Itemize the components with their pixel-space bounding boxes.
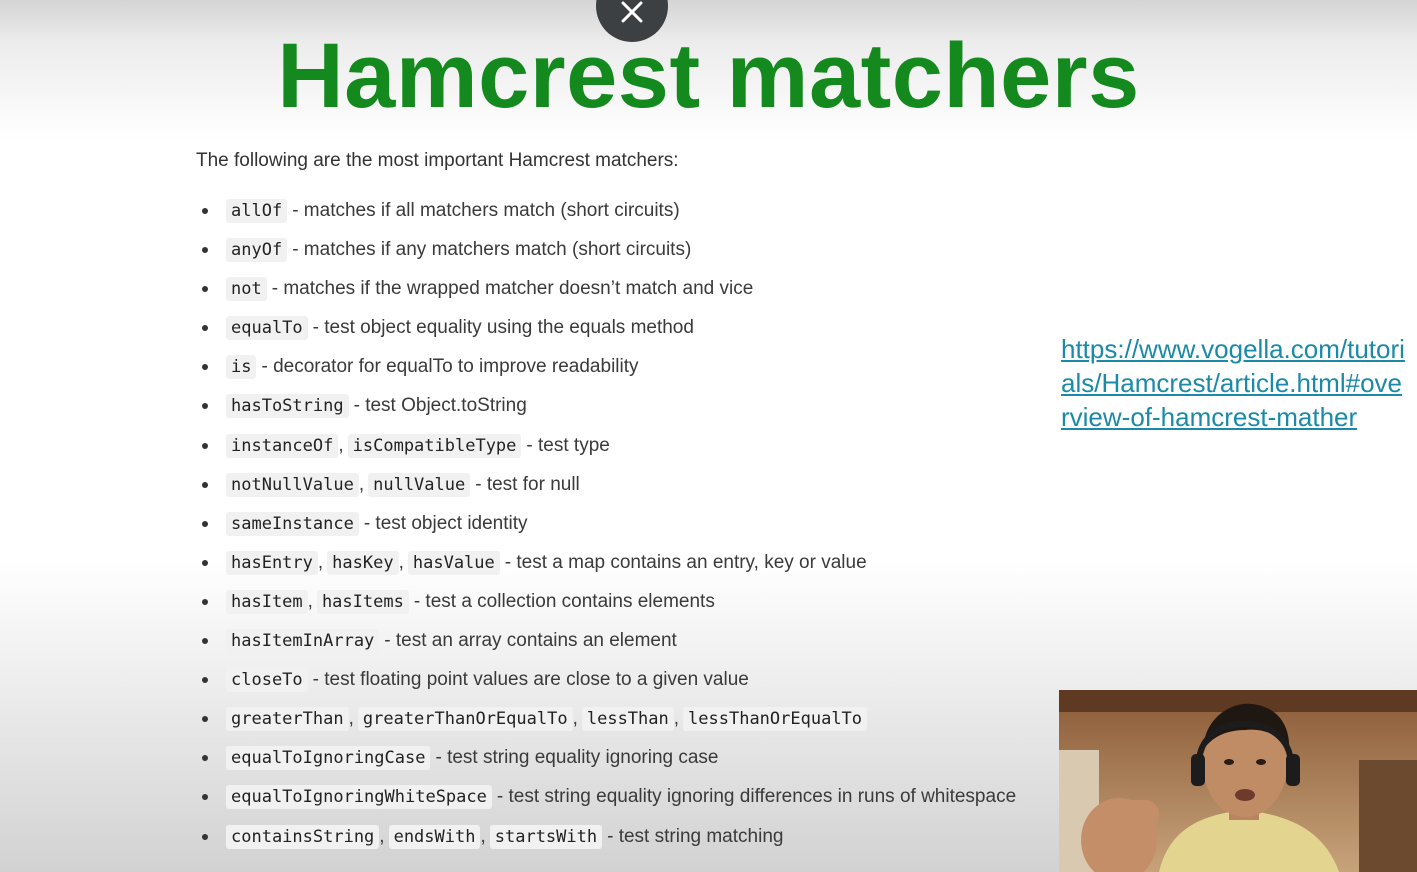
list-item: hasItem, hasItems - test a collection cont… (200, 583, 1060, 622)
matcher-code: equalToIgnoringCase (226, 746, 431, 771)
matcher-code: containsString (226, 824, 380, 849)
separator: , (572, 708, 578, 730)
matcher-description: - decorator for equalTo to improve reada… (261, 356, 639, 378)
matcher-code: lessThanOrEqualTo (683, 707, 868, 732)
list-item: equalToIgnoringCase - test string equalit… (200, 739, 1060, 778)
top-shade (0, 0, 1417, 140)
list-item: hasItemInArray - test an array contains a… (200, 622, 1060, 661)
list-item: instanceOf, isCompatibleType - test type (200, 427, 1060, 466)
separator: , (307, 590, 313, 612)
matcher-code: hasKey (327, 550, 399, 575)
presenter-video (1059, 690, 1417, 872)
webcam-overlay (1059, 690, 1417, 872)
list-item: containsString, endsWith, startsWith - test… (200, 818, 1060, 857)
matcher-code: hasItems (316, 589, 409, 614)
matcher-code: hasItemInArray (226, 629, 380, 654)
matcher-description: - matches if any matchers match (short c… (292, 239, 692, 261)
matcher-code: hasToString (226, 394, 349, 419)
matcher-code: greaterThanOrEqualTo (357, 707, 573, 732)
matcher-description: - test string equality ignoring case (435, 747, 719, 769)
matcher-code: lessThan (581, 707, 674, 732)
matcher-list: allOf - matches if all matchers match (sh… (200, 192, 1060, 857)
matcher-description: - test type (526, 434, 610, 456)
list-item: is - decorator for equalTo to improve rea… (200, 348, 1060, 387)
matcher-description: - test a map contains an entry, key or v… (504, 551, 867, 573)
list-item: not - matches if the wrapped matcher does… (200, 270, 1060, 309)
matcher-description: - test Object.toString (353, 395, 527, 417)
list-item: greaterThan, greaterThanOrEqualTo, lessTha… (200, 700, 1060, 739)
matcher-description: - test object equality using the equals … (312, 317, 694, 339)
matcher-code: equalToIgnoringWhiteSpace (226, 785, 492, 810)
matcher-code: sameInstance (226, 511, 359, 536)
close-icon (621, 1, 643, 23)
list-item: hasToString - test Object.toString (200, 387, 1060, 426)
matcher-code: endsWith (388, 824, 481, 849)
matcher-description: - test a collection contains elements (413, 590, 715, 612)
list-item: anyOf - matches if any matchers match (sh… (200, 231, 1060, 270)
matcher-code: hasValue (407, 550, 500, 575)
intro-text: The following are the most important Ham… (196, 150, 679, 171)
matcher-code: greaterThan (226, 707, 349, 732)
separator: , (480, 825, 486, 847)
matcher-code: is (226, 355, 257, 380)
list-item: closeTo - test floating point values are … (200, 661, 1060, 700)
matcher-description: - test for null (475, 473, 580, 495)
matcher-code: hasItem (226, 589, 308, 614)
list-item: sameInstance - test object identity (200, 505, 1060, 544)
matcher-description: - test floating point values are close t… (312, 669, 749, 691)
matcher-code: startsWith (489, 824, 603, 849)
matcher-code: isCompatibleType (347, 433, 522, 458)
separator: , (673, 708, 680, 730)
matcher-description: - test string matching (607, 825, 784, 847)
separator: , (358, 473, 365, 495)
list-item: equalTo - test object equality using the … (200, 309, 1060, 348)
matcher-code: closeTo (226, 668, 308, 693)
separator: , (379, 825, 385, 847)
list-item: hasEntry, hasKey, hasValue - test a map con… (200, 544, 1060, 583)
matcher-code: instanceOf (226, 433, 339, 458)
matcher-code: equalTo (226, 316, 308, 341)
list-item: notNullValue, nullValue - test for null (200, 466, 1060, 505)
matcher-description: - test string equality ignoring differen… (496, 786, 1017, 808)
matcher-code: not (226, 277, 267, 302)
matcher-code: anyOf (226, 238, 288, 263)
matcher-code: nullValue (368, 472, 471, 497)
slide-title: Hamcrest matchers (277, 25, 1140, 127)
separator: , (348, 708, 354, 730)
list-item: equalToIgnoringWhiteSpace - test string e… (200, 778, 1060, 817)
separator: , (317, 551, 324, 573)
matcher-description: - test an array contains an element (384, 630, 677, 652)
reference-link[interactable]: https://www.vogella.com/tutorials/Hamcre… (1061, 334, 1405, 432)
matcher-code: allOf (226, 199, 288, 223)
matcher-code: hasEntry (226, 550, 318, 575)
matcher-description: - matches if all matchers match (short c… (292, 200, 680, 221)
matcher-description: - matches if the wrapped matcher doesn’t… (271, 278, 754, 300)
list-item: allOf - matches if all matchers match (sh… (200, 192, 1060, 231)
matcher-code: notNullValue (226, 472, 359, 497)
separator: , (398, 551, 404, 573)
separator: , (338, 434, 344, 456)
matcher-description: - test object identity (363, 512, 528, 534)
